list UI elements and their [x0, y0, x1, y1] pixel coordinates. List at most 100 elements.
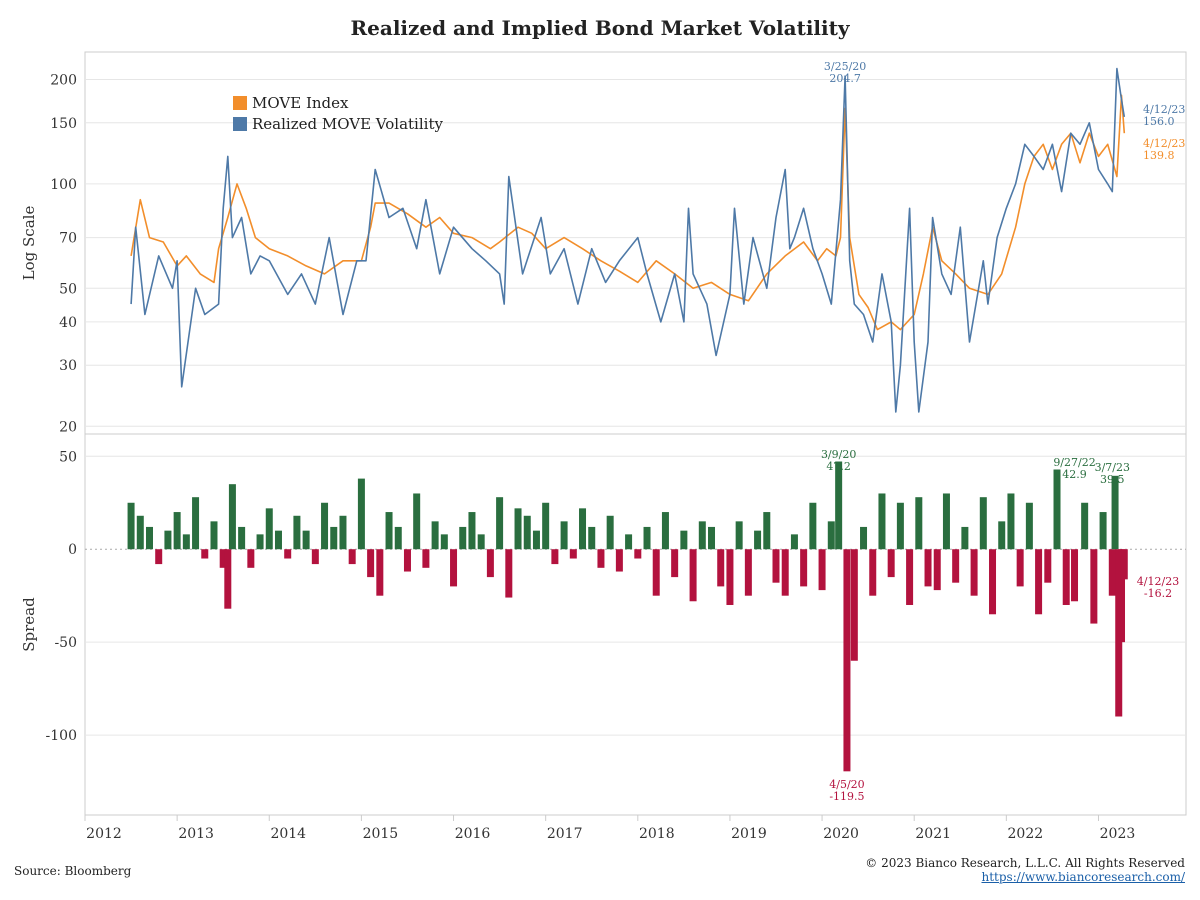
spread-bar — [403, 549, 411, 572]
spread-bar — [800, 549, 808, 587]
annotation-date: 3/25/20 — [824, 60, 866, 73]
spread-bar — [970, 549, 978, 596]
x-tick-label: 2019 — [731, 826, 767, 842]
spread-bar — [708, 526, 716, 550]
spread-bar — [735, 521, 743, 550]
top-y-tick-label: 30 — [59, 358, 77, 374]
legend-swatch-move — [233, 96, 247, 110]
spread-bar — [1044, 549, 1052, 583]
bottom-y-axis-label: Spread — [20, 597, 38, 652]
spread-bar — [219, 549, 227, 568]
spread-bar — [763, 512, 771, 550]
spread-bar — [643, 526, 651, 550]
spread-bar — [127, 502, 135, 550]
spread-bar — [952, 549, 960, 583]
spread-bar — [652, 549, 660, 596]
spread-bar — [961, 526, 969, 550]
spread-bar — [247, 549, 255, 568]
spread-bar — [302, 530, 310, 550]
spread-bar — [422, 549, 430, 568]
spread-bar — [192, 497, 200, 550]
spread-bar — [790, 534, 798, 550]
annotation-value: 204.7 — [829, 72, 861, 85]
spread-bar — [906, 549, 914, 605]
top-y-tick-label: 70 — [59, 231, 77, 247]
x-tick-label: 2012 — [86, 826, 122, 842]
spread-bar — [915, 497, 923, 550]
spread-bar — [835, 461, 843, 550]
spread-bar — [998, 521, 1006, 550]
x-tick-label: 2016 — [455, 826, 491, 842]
spread-bar — [210, 521, 218, 550]
annotation-value: -16.2 — [1144, 587, 1172, 600]
spread-bar — [164, 530, 172, 550]
spread-bar — [781, 549, 789, 596]
annotation-date: 3/9/20 — [821, 448, 856, 461]
spread-bar — [560, 521, 568, 550]
spread-bar — [860, 526, 868, 550]
annotation-date: 4/12/23 — [1143, 103, 1185, 116]
spread-bar — [827, 521, 835, 550]
top-y-tick-label: 150 — [50, 116, 77, 132]
spread-bar — [869, 549, 877, 596]
x-tick-label: 2015 — [363, 826, 399, 842]
spread-bar — [1053, 469, 1061, 550]
spread-bar — [201, 549, 209, 559]
x-tick-label: 2014 — [270, 826, 306, 842]
spread-bar — [726, 549, 734, 605]
spread-bar — [942, 493, 950, 550]
annotation-value: 39.5 — [1100, 473, 1125, 486]
legend-label: Realized MOVE Volatility — [252, 115, 443, 133]
top-y-axis-label: Log Scale — [20, 206, 38, 281]
move-index-line — [130, 94, 1126, 331]
spread-bar — [1081, 502, 1089, 550]
top-y-tick-label: 50 — [59, 281, 77, 297]
annotation-value: 156.0 — [1143, 115, 1175, 128]
spread-bar — [754, 530, 762, 550]
spread-bar — [284, 549, 292, 559]
spread-bar — [887, 549, 895, 578]
legend-swatch-realized — [233, 117, 247, 131]
spread-bar — [661, 512, 669, 550]
chart-title: Realized and Implied Bond Market Volatil… — [350, 16, 850, 40]
x-tick-label: 2022 — [1008, 826, 1044, 842]
spread-bar — [542, 502, 550, 550]
spread-bar — [330, 526, 338, 550]
source-note: Source: Bloomberg — [14, 864, 132, 878]
spread-bar — [933, 549, 941, 591]
website-link[interactable]: https://www.biancoresearch.com/ — [981, 870, 1185, 884]
bottom-y-tick-label: 0 — [68, 542, 77, 558]
x-tick-label: 2021 — [915, 826, 951, 842]
spread-bar — [339, 515, 347, 550]
spread-bar — [615, 549, 623, 572]
spread-bar — [625, 534, 633, 550]
spread-bar — [671, 549, 679, 578]
spread-bar — [597, 549, 605, 568]
spread-bar — [136, 515, 144, 550]
spread-bar — [385, 512, 393, 550]
spread-bar — [532, 530, 540, 550]
annotation-date: 3/7/23 — [1095, 461, 1130, 474]
spread-bar — [293, 515, 301, 550]
spread-bar — [680, 530, 688, 550]
spread-bar — [477, 534, 485, 550]
copyright-note: © 2023 Bianco Research, L.L.C. All Right… — [865, 856, 1185, 870]
annotation-date: 9/27/22 — [1053, 456, 1095, 469]
spread-bar — [809, 502, 817, 550]
spread-bar — [376, 549, 384, 596]
spread-bar — [989, 549, 997, 615]
spread-bar — [588, 526, 596, 550]
spread-bar — [818, 549, 826, 591]
spread-bar — [1111, 475, 1119, 550]
spread-bar — [265, 508, 273, 550]
spread-bar — [182, 534, 190, 550]
spread-bar — [689, 549, 697, 602]
spread-bar — [357, 478, 365, 550]
spread-bar — [486, 549, 494, 578]
spread-bar — [979, 497, 987, 550]
spread-bar — [850, 549, 858, 661]
spread-bar — [569, 549, 577, 559]
bottom-y-tick-label: -100 — [46, 728, 77, 744]
spread-bar — [413, 493, 421, 550]
spread-bar — [394, 526, 402, 550]
